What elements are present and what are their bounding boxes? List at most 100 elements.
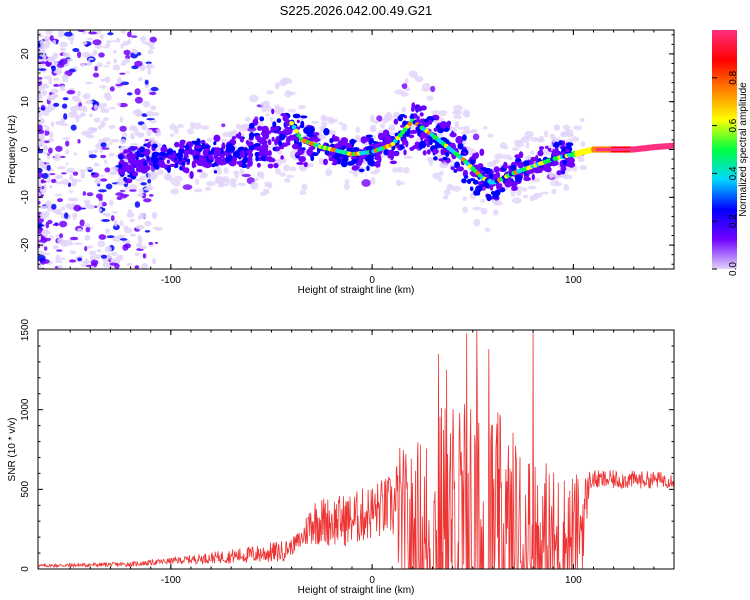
haze-blob — [261, 107, 267, 113]
signal-blob — [565, 142, 574, 147]
haze-blob — [443, 189, 451, 197]
signal-blob — [245, 140, 250, 145]
signal-blob — [180, 139, 186, 144]
signal-blob — [510, 164, 517, 171]
haze-blob — [232, 182, 237, 189]
noise-blob — [97, 240, 106, 248]
noise-blob — [100, 106, 106, 113]
signal-blob — [132, 171, 139, 177]
signal-blob — [470, 172, 475, 176]
haze-blob — [361, 179, 371, 187]
noise-blob — [77, 256, 83, 262]
haze-blob — [401, 83, 408, 89]
signal-blob — [358, 168, 365, 173]
haze-blob — [143, 187, 153, 191]
haze-blob — [551, 188, 557, 195]
noise-blob — [66, 90, 76, 95]
noise-blob — [55, 181, 63, 185]
noise-blob — [48, 137, 55, 143]
signal-blob — [534, 155, 539, 163]
signal-blob — [190, 149, 197, 153]
haze-blob — [130, 132, 135, 140]
noise-blob — [86, 245, 94, 249]
signal-blob — [257, 125, 262, 131]
noise-blob — [61, 178, 69, 185]
noise-blob — [44, 140, 50, 144]
noise-blob — [123, 227, 133, 234]
haze-blob — [453, 114, 462, 119]
noise-blob — [86, 192, 94, 197]
haze-blob — [136, 178, 146, 182]
signal-blob — [278, 140, 282, 147]
signal-blob — [248, 122, 255, 129]
haze-blob — [237, 182, 247, 186]
noise-blob — [105, 228, 110, 234]
haze-blob — [370, 176, 376, 185]
noise-blob — [72, 217, 76, 220]
haze-blob — [301, 183, 308, 191]
signal-blob — [511, 185, 518, 191]
noise-blob — [51, 203, 57, 210]
noise-blob — [127, 209, 133, 213]
signal-blob — [297, 126, 301, 130]
noise-blob — [53, 83, 60, 87]
haze-blob — [325, 168, 333, 177]
signal-blob — [440, 148, 445, 156]
noise-blob — [84, 199, 91, 205]
noise-blob — [149, 36, 157, 43]
noise-blob — [69, 236, 79, 241]
haze-blob — [173, 175, 183, 183]
noise-blob — [38, 234, 42, 241]
haze-blob — [275, 168, 282, 175]
haze-blob — [246, 126, 257, 132]
noise-blob — [100, 154, 107, 159]
noise-blob — [134, 108, 142, 114]
haze-blob — [344, 182, 350, 191]
haze-blob — [193, 188, 203, 193]
noise-blob — [106, 61, 111, 65]
noise-blob — [54, 266, 59, 269]
haze-blob — [265, 113, 270, 117]
snr-series-line — [38, 330, 674, 569]
haze-blob — [540, 191, 549, 195]
haze-blob — [199, 174, 207, 179]
noise-blob — [144, 220, 152, 227]
signal-blob — [462, 134, 467, 141]
noise-blob — [85, 134, 95, 139]
haze-blob — [279, 172, 287, 177]
haze-blob — [355, 126, 360, 134]
signal-blob — [213, 134, 221, 142]
signal-blob — [247, 159, 253, 167]
signal-blob — [255, 155, 259, 162]
noise-blob — [92, 49, 98, 56]
signal-blob — [295, 136, 300, 143]
noise-blob — [49, 35, 54, 41]
signal-blob — [539, 148, 543, 154]
haze-blob — [318, 157, 324, 165]
signal-blob — [456, 166, 465, 172]
noise-blob — [60, 212, 64, 219]
noise-blob — [134, 96, 143, 104]
signal-blob — [166, 165, 171, 173]
noise-blob — [61, 137, 71, 140]
haze-blob — [192, 122, 202, 130]
noise-blob — [134, 201, 141, 208]
y-axis-label: SNR (10 * v/v) — [7, 418, 18, 482]
haze-blob — [492, 159, 501, 164]
noise-blob — [152, 258, 157, 265]
haze-blob — [550, 137, 561, 144]
signal-blob — [139, 146, 145, 153]
noise-blob — [146, 42, 155, 47]
signal-blob — [477, 190, 481, 196]
haze-blob — [454, 120, 460, 129]
signal-blob — [267, 150, 272, 157]
noise-blob — [151, 212, 158, 219]
noise-blob — [38, 166, 43, 169]
noise-blob — [77, 90, 81, 97]
signal-blob — [235, 133, 241, 139]
noise-blob — [149, 91, 157, 96]
haze-blob — [223, 183, 229, 187]
noise-blob — [43, 75, 52, 80]
haze-blob — [221, 123, 226, 128]
